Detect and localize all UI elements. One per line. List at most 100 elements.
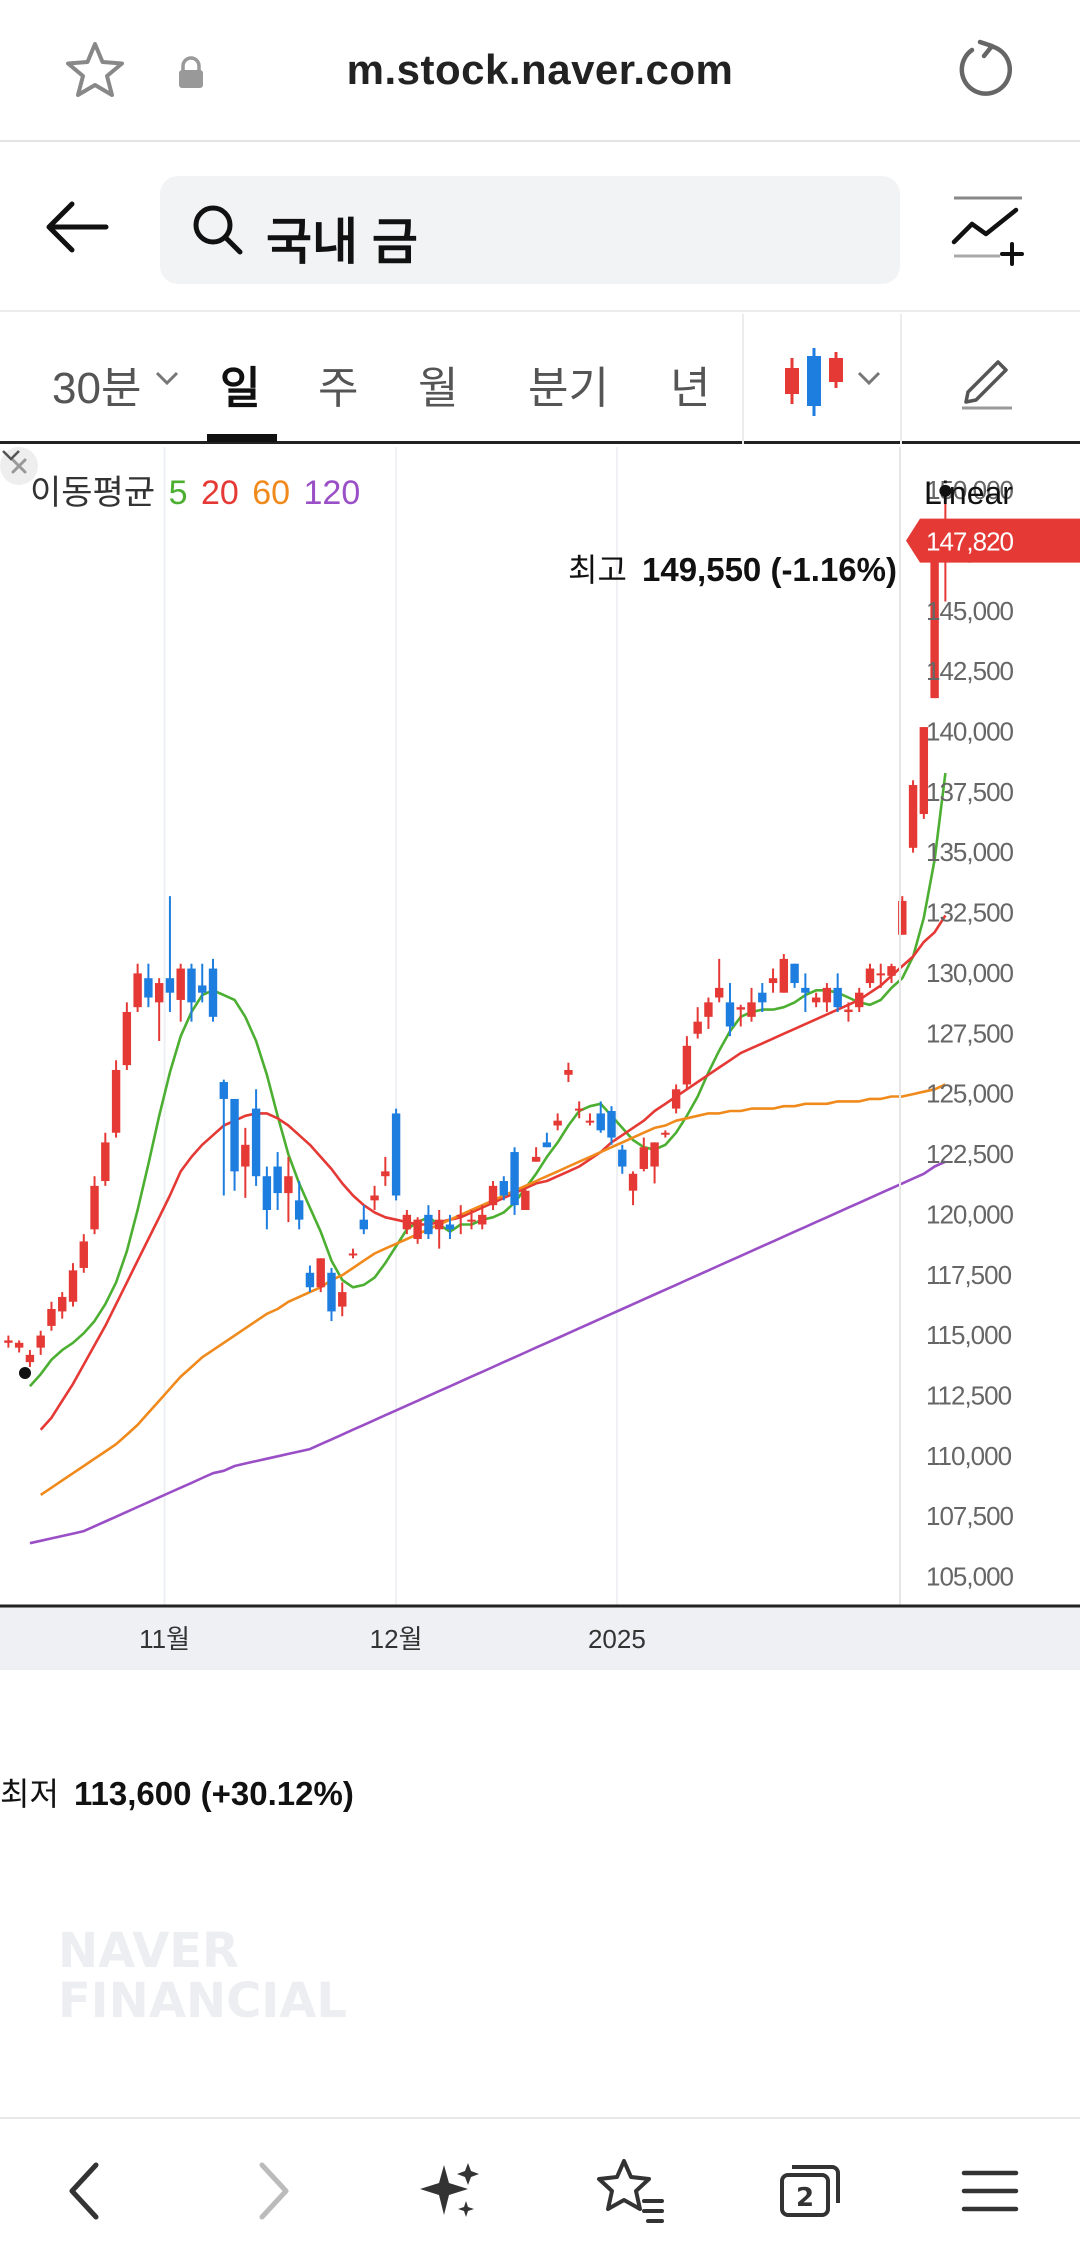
candle-body xyxy=(693,1021,702,1034)
candle-body xyxy=(607,1111,616,1138)
candle-body xyxy=(413,1219,422,1239)
y-tick-label: 107,500 xyxy=(926,1501,1014,1531)
candle xyxy=(499,1176,509,1201)
tab-quarter[interactable]: 분기 xyxy=(528,364,609,413)
candle-body xyxy=(671,1089,681,1109)
menu-icon[interactable] xyxy=(954,2155,1026,2227)
lock-icon xyxy=(179,56,203,88)
candle-body xyxy=(101,1142,110,1182)
candle xyxy=(628,1171,638,1206)
sparkle-icon[interactable] xyxy=(414,2155,486,2227)
x-tick-label: 11월 xyxy=(139,1624,190,1654)
candle-body xyxy=(639,1147,649,1169)
candle xyxy=(876,963,885,988)
candle xyxy=(241,1127,250,1198)
tab-30min[interactable]: 30분 xyxy=(52,364,142,413)
candle xyxy=(381,1156,390,1186)
ma-60: 60 xyxy=(252,474,291,512)
compare-chart-icon[interactable] xyxy=(950,192,1026,268)
candle-body xyxy=(736,1007,745,1010)
candle-body xyxy=(370,1195,379,1201)
candle-body xyxy=(25,1354,35,1363)
scale-selector[interactable]: Linear xyxy=(924,475,1013,511)
candle-body xyxy=(488,1185,498,1206)
y-tick-label: 137,500 xyxy=(926,777,1014,807)
search-input[interactable]: 국내 금 xyxy=(160,176,900,284)
tab-separator xyxy=(742,314,744,444)
candle xyxy=(154,978,164,1041)
candle xyxy=(187,963,196,1022)
candle xyxy=(68,1263,78,1307)
candle-body xyxy=(58,1296,67,1312)
candle-body xyxy=(359,1219,368,1230)
candle-body xyxy=(111,1069,121,1133)
candle-body xyxy=(682,1045,692,1085)
candle xyxy=(165,896,175,1013)
candle xyxy=(391,1108,401,1201)
candle xyxy=(456,1205,465,1235)
candle xyxy=(14,1340,24,1353)
x-tick-label: 2025 xyxy=(588,1624,646,1654)
candle xyxy=(553,1113,562,1131)
candle-body xyxy=(747,1002,756,1017)
candle xyxy=(36,1330,45,1355)
low-marker xyxy=(19,1366,31,1379)
candle-body xyxy=(122,1012,132,1066)
candle-body xyxy=(822,987,832,1003)
y-tick-label: 135,000 xyxy=(926,837,1014,867)
candle xyxy=(273,1152,282,1211)
x-tick-label: 12월 xyxy=(370,1624,423,1654)
price-chart[interactable]: NAVER FINANCIAL 150,000147,500145,000142… xyxy=(0,447,1080,2047)
chevron-down-icon[interactable] xyxy=(154,368,180,388)
tabs-icon[interactable]: 2 xyxy=(774,2155,846,2227)
high-label: 최고 xyxy=(568,552,627,588)
tab-week[interactable]: 주 xyxy=(318,364,359,413)
watermark-line-2: FINANCIAL xyxy=(58,1973,347,2029)
y-tick-label: 145,000 xyxy=(926,596,1014,626)
tab-month[interactable]: 월 xyxy=(418,364,459,413)
candle-body xyxy=(338,1292,347,1307)
candle xyxy=(607,1106,616,1145)
star-icon[interactable] xyxy=(62,38,128,104)
candle xyxy=(811,992,821,1008)
reload-icon[interactable] xyxy=(950,36,1016,102)
back-arrow-icon[interactable] xyxy=(40,190,114,264)
chevron-down-icon[interactable] xyxy=(856,368,882,388)
candle-body xyxy=(208,968,218,1017)
bookmarks-icon[interactable] xyxy=(594,2155,666,2227)
candle xyxy=(855,987,864,1013)
candle-body xyxy=(564,1069,573,1075)
back-icon[interactable] xyxy=(52,2155,124,2227)
tab-year[interactable]: 년 xyxy=(670,364,711,413)
candle-body xyxy=(381,1171,390,1177)
pencil-icon[interactable] xyxy=(958,348,1016,410)
candle xyxy=(531,1147,541,1162)
candle xyxy=(445,1214,455,1239)
candle-body xyxy=(553,1120,562,1126)
candle-body xyxy=(14,1342,24,1348)
ma-line-120 xyxy=(29,1160,946,1545)
candlestick-icon[interactable] xyxy=(782,344,846,420)
candle-body xyxy=(790,963,799,984)
candle-body xyxy=(327,1272,336,1312)
candle xyxy=(58,1292,67,1319)
candle-body xyxy=(811,997,821,1003)
tab-day[interactable]: 일 xyxy=(220,364,261,413)
candle xyxy=(294,1181,304,1230)
candle-body xyxy=(251,1108,261,1177)
y-tick-label: 115,000 xyxy=(926,1320,1012,1350)
candle-body xyxy=(68,1270,78,1302)
url-text[interactable]: m.stock.naver.com xyxy=(346,46,734,93)
candle xyxy=(682,1036,692,1090)
candle xyxy=(747,987,756,1022)
forward-icon[interactable] xyxy=(234,2155,306,2227)
candle-body xyxy=(434,1219,444,1230)
candle xyxy=(424,1205,433,1239)
candle xyxy=(133,963,142,1013)
candle-body xyxy=(348,1253,358,1256)
chevron-down-icon[interactable] xyxy=(0,447,22,463)
candle-body xyxy=(133,973,142,1008)
candlestick-chart[interactable]: NAVER FINANCIAL 150,000147,500145,000142… xyxy=(0,447,1080,2047)
moving-average-legend[interactable]: 이동평균 5 20 60 120 xyxy=(30,465,364,514)
candle xyxy=(262,1166,272,1230)
